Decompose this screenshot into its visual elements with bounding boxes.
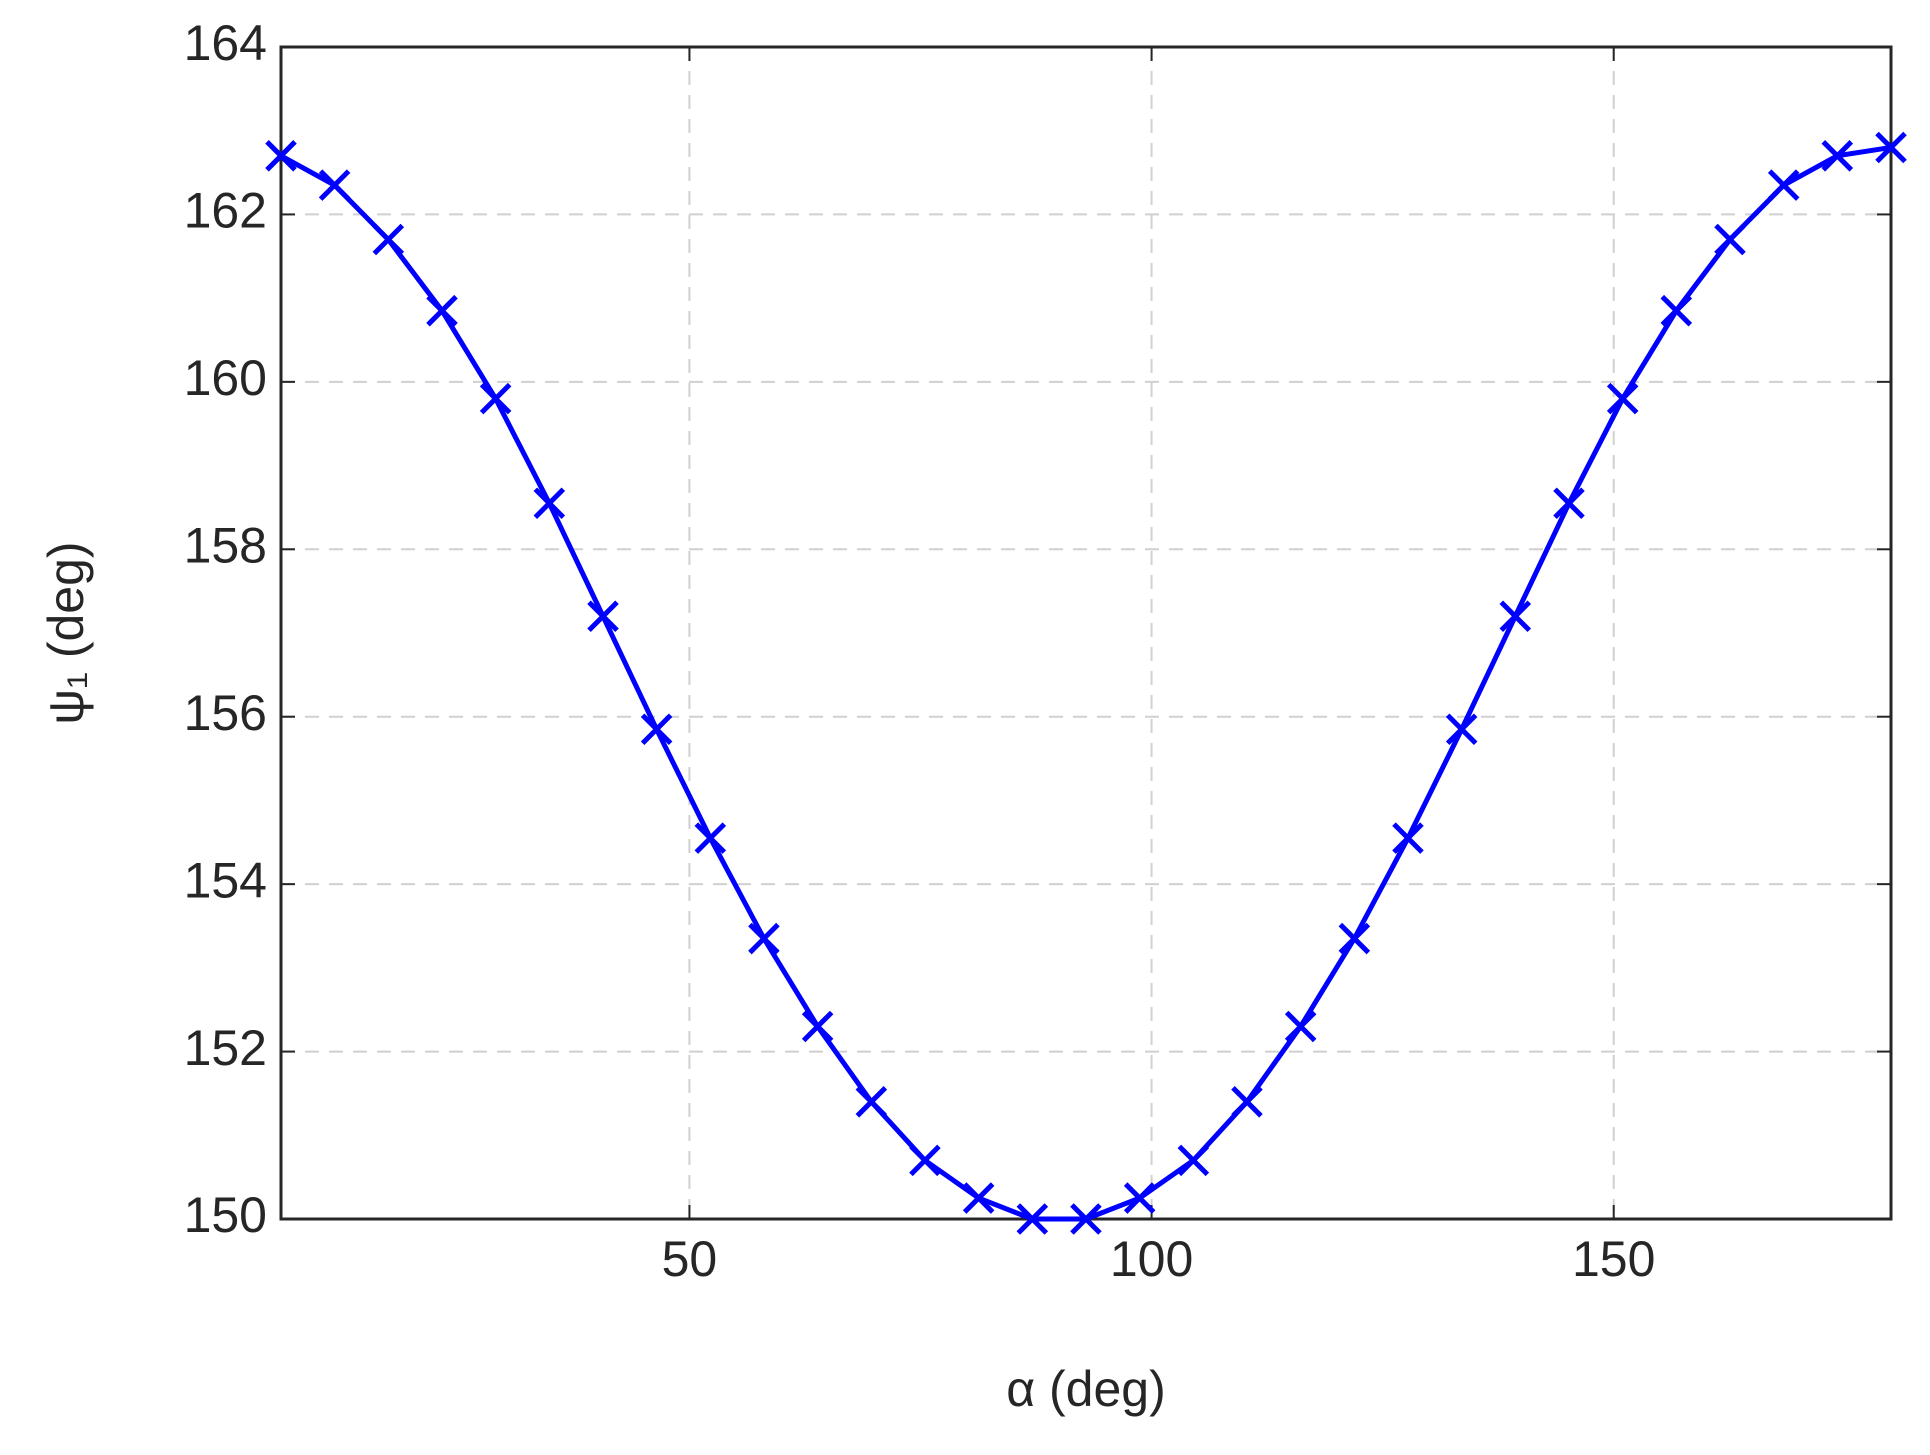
marker [1767,169,1800,201]
marker [1177,1144,1210,1177]
marker [962,1182,995,1214]
y-tick-label: 160 [184,350,267,406]
y-tick-label: 152 [184,1020,267,1076]
marker [265,140,297,172]
marker [533,487,566,520]
marker [1338,922,1371,955]
marker [426,294,458,327]
marker [1553,487,1585,520]
y-axis-label: ψ₁ (deg) [38,541,94,724]
marker [694,822,727,854]
y-tick-label: 162 [184,183,267,239]
marker [1231,1086,1263,1118]
x-axis-label: α (deg) [1006,1361,1166,1417]
marker [587,600,619,633]
marker [640,713,673,746]
plot-area [281,47,1891,1219]
marker [855,1086,888,1118]
marker [748,922,780,955]
x-tick-label: 150 [1572,1231,1655,1287]
y-tick-label: 150 [184,1187,267,1243]
x-tick-label: 100 [1110,1231,1193,1287]
y-tick-label: 156 [184,685,267,741]
marker [1123,1182,1156,1214]
x-tick-label: 50 [662,1231,718,1287]
y-tick-label: 154 [184,852,267,908]
marker [1660,294,1693,327]
marker [1606,382,1639,415]
marker [1284,1010,1317,1043]
marker [1016,1203,1049,1235]
y-tick-label: 164 [184,15,267,71]
marker [1499,600,1532,633]
marker [1070,1203,1102,1235]
marker [479,382,512,415]
marker [801,1010,834,1043]
marker [318,169,351,201]
marker [1875,131,1907,164]
marker [1714,223,1746,256]
y-tick-label: 158 [184,517,267,573]
marker [372,223,405,256]
marker [1821,140,1854,172]
marker [1392,822,1424,854]
marker [1445,713,1478,746]
marker [909,1144,941,1177]
